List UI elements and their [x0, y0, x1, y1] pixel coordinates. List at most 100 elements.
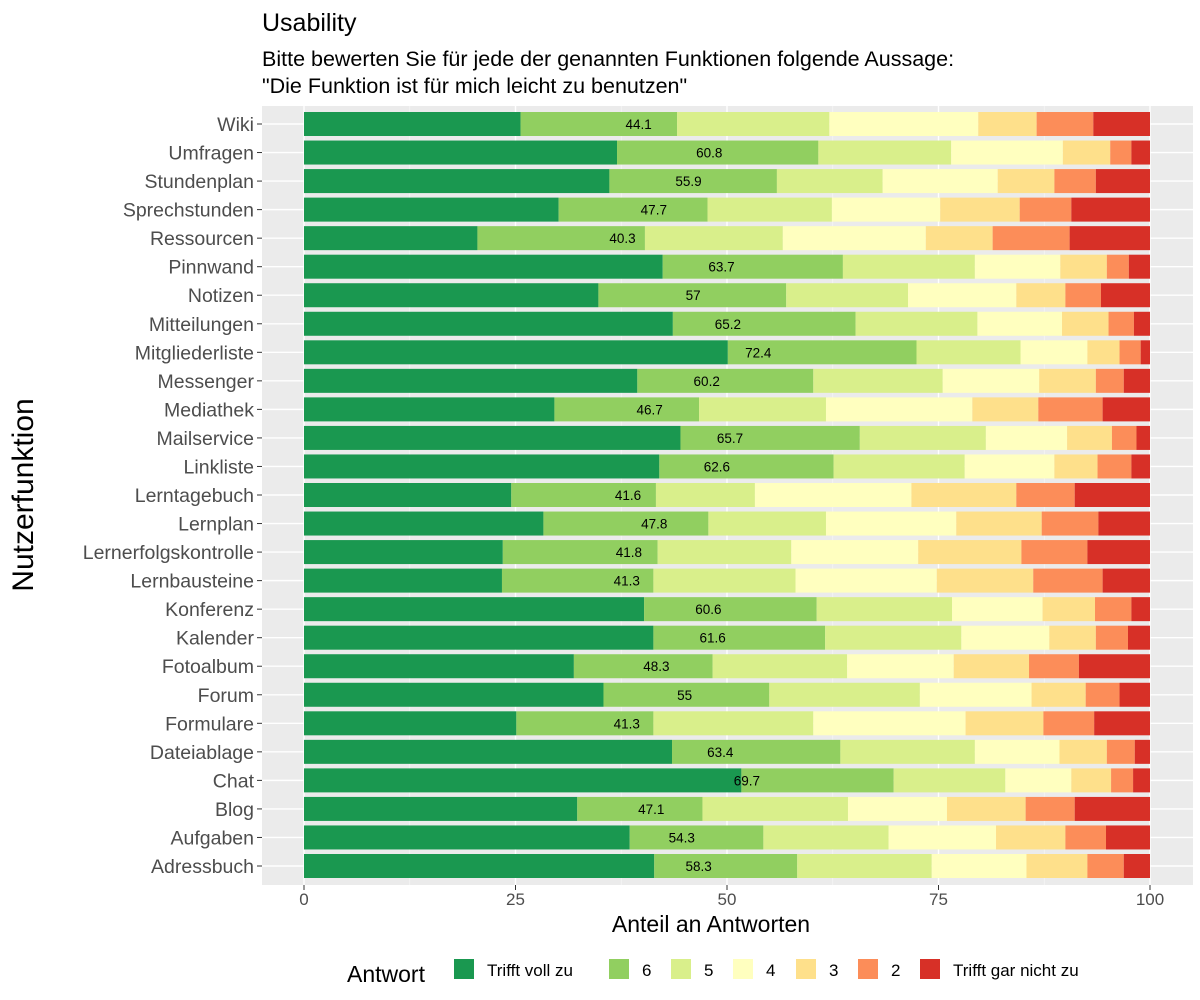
bar-segment	[1043, 711, 1095, 736]
bar-segment	[911, 483, 1017, 507]
bar-segment	[304, 112, 521, 136]
bar-segment	[662, 254, 843, 279]
bar-segment	[699, 397, 826, 422]
bar-value-label: 57	[686, 288, 701, 303]
bar-value-label: 41.3	[614, 716, 640, 731]
bar-value-label: 72.4	[745, 345, 772, 360]
bar-segment	[1123, 368, 1150, 393]
bar-segment	[1131, 597, 1150, 622]
bar-segment	[859, 425, 986, 450]
bar-segment	[304, 397, 555, 422]
bar-segment	[657, 540, 792, 565]
bar-segment	[707, 197, 832, 222]
y-tick-label: Kalender	[176, 628, 255, 650]
bar-segment	[1054, 169, 1096, 194]
bar-segment	[965, 711, 1044, 736]
bar-segment	[1106, 825, 1150, 850]
bar-segment	[916, 340, 1021, 365]
y-tick-label: Mitgliederliste	[135, 342, 254, 364]
y-tick-label: Notizen	[188, 285, 254, 307]
bar-segment	[304, 140, 618, 165]
bar-value-label: 47.7	[641, 203, 667, 218]
bar-segment	[304, 568, 502, 593]
bar-segment	[831, 197, 941, 222]
bar-segment	[304, 597, 645, 622]
bar-segment	[847, 796, 947, 821]
bar-segment	[304, 796, 578, 821]
bar-segment	[763, 825, 889, 850]
bar-value-label: 41.6	[615, 488, 641, 503]
y-tick-label: Konferenz	[165, 599, 254, 621]
bar-segment	[974, 739, 1060, 764]
bar-segment	[825, 625, 962, 650]
bar-segment	[680, 425, 860, 450]
bar-segment	[304, 511, 544, 536]
bar-segment	[1019, 197, 1072, 222]
x-axis-title: Anteil an Antworten	[612, 911, 810, 937]
bar-segment	[882, 169, 998, 194]
bar-segment	[1133, 768, 1150, 793]
bar-segment	[1054, 454, 1098, 479]
bar-segment	[795, 568, 937, 593]
bar-segment	[797, 854, 932, 878]
bar-segment	[511, 483, 656, 507]
bar-value-label: 61.6	[699, 631, 725, 646]
bar-segment	[776, 169, 883, 194]
bar-segment	[1095, 625, 1129, 650]
bar-segment	[919, 682, 1032, 707]
bar-segment	[304, 654, 574, 679]
legend-swatch	[454, 959, 474, 979]
chart-subtitle-line-2: "Die Funktion ist für mich leicht zu ben…	[262, 74, 687, 98]
bar-segment	[813, 368, 943, 393]
x-tick-label: 75	[929, 890, 948, 909]
bar-segment	[304, 682, 604, 707]
bar-value-label: 63.4	[707, 745, 734, 760]
bar-value-label: 46.7	[636, 402, 662, 417]
bar-segment	[816, 597, 953, 622]
bar-segment	[1131, 454, 1150, 479]
bar-segment	[1100, 283, 1150, 308]
legend-label: 6	[642, 961, 651, 980]
chart-title: Usability	[262, 9, 357, 37]
bar-segment	[952, 597, 1043, 622]
bar-segment	[918, 540, 1022, 565]
y-tick-label: Formulare	[165, 713, 254, 735]
bar-segment	[708, 511, 826, 536]
legend-swatch	[858, 959, 878, 979]
bar-value-label: 44.1	[625, 117, 651, 132]
bar-segment	[829, 112, 979, 136]
bar-segment	[1134, 739, 1150, 764]
y-tick-label: Forum	[198, 685, 254, 707]
bar-segment	[502, 540, 658, 565]
bar-segment	[712, 654, 848, 679]
bar-segment	[996, 825, 1066, 850]
bar-segment	[659, 454, 834, 479]
bar-segment	[985, 425, 1068, 450]
legend-title: Antwort	[347, 961, 426, 987]
bar-segment	[577, 796, 703, 821]
bar-segment	[1042, 597, 1096, 622]
bar-value-label: 54.3	[669, 830, 695, 845]
x-axis-ticks: 0 25 50 75 100	[299, 885, 1164, 909]
bar-segment	[1123, 854, 1150, 878]
bar-segment	[1065, 283, 1101, 308]
bar-segment	[598, 283, 787, 308]
bar-segment	[304, 739, 673, 764]
bar-segment	[1016, 283, 1066, 308]
bar-value-label: 65.7	[717, 431, 743, 446]
bar-segment	[554, 397, 700, 422]
bar-segment	[304, 711, 517, 736]
bar-segment	[653, 711, 814, 736]
bar-segment	[791, 540, 919, 565]
bar-segment	[304, 625, 654, 650]
bar-segment	[833, 454, 965, 479]
bar-segment	[1026, 854, 1088, 878]
bar-segment	[727, 340, 917, 365]
bar-segment	[1021, 540, 1088, 565]
bar-segment	[1106, 739, 1135, 764]
bar-segment	[1069, 226, 1150, 251]
bar-segment	[1095, 597, 1132, 622]
bar-segment	[304, 368, 638, 393]
bar-segment	[304, 169, 610, 194]
bar-value-label: 58.3	[686, 859, 712, 874]
